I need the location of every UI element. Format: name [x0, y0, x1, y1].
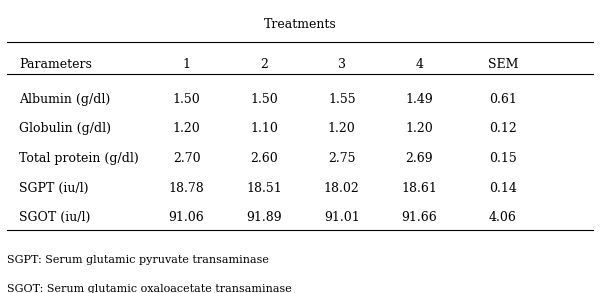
- Text: 91.66: 91.66: [401, 212, 437, 224]
- Text: Total protein (g/dl): Total protein (g/dl): [19, 152, 139, 165]
- Text: 91.01: 91.01: [324, 212, 359, 224]
- Text: 1.10: 1.10: [250, 122, 278, 135]
- Text: Globulin (g/dl): Globulin (g/dl): [19, 122, 112, 135]
- Text: 0.15: 0.15: [489, 152, 517, 165]
- Text: 2: 2: [260, 58, 268, 71]
- Text: SEM: SEM: [488, 58, 518, 71]
- Text: 2.70: 2.70: [173, 152, 200, 165]
- Text: 1: 1: [182, 58, 191, 71]
- Text: 4.06: 4.06: [489, 212, 517, 224]
- Text: 1.49: 1.49: [406, 93, 433, 106]
- Text: SGOT: Serum glutamic oxaloacetate transaminase: SGOT: Serum glutamic oxaloacetate transa…: [7, 284, 292, 293]
- Text: 1.20: 1.20: [406, 122, 433, 135]
- Text: 0.61: 0.61: [489, 93, 517, 106]
- Text: 2.75: 2.75: [328, 152, 356, 165]
- Text: 1.20: 1.20: [328, 122, 356, 135]
- Text: 2.60: 2.60: [250, 152, 278, 165]
- Text: 1.20: 1.20: [173, 122, 200, 135]
- Text: 1.55: 1.55: [328, 93, 356, 106]
- Text: 4: 4: [415, 58, 424, 71]
- Text: 1.50: 1.50: [173, 93, 200, 106]
- Text: 18.51: 18.51: [246, 182, 282, 195]
- Text: 91.06: 91.06: [169, 212, 205, 224]
- Text: 1.50: 1.50: [250, 93, 278, 106]
- Text: SGPT: Serum glutamic pyruvate transaminase: SGPT: Serum glutamic pyruvate transamina…: [7, 255, 269, 265]
- Text: 91.89: 91.89: [247, 212, 282, 224]
- Text: 18.61: 18.61: [401, 182, 437, 195]
- Text: Albumin (g/dl): Albumin (g/dl): [19, 93, 110, 106]
- Text: Parameters: Parameters: [19, 58, 92, 71]
- Text: 3: 3: [338, 58, 346, 71]
- Text: SGOT (iu/l): SGOT (iu/l): [19, 212, 91, 224]
- Text: 2.69: 2.69: [406, 152, 433, 165]
- Text: 0.14: 0.14: [489, 182, 517, 195]
- Text: 18.02: 18.02: [324, 182, 359, 195]
- Text: SGPT (iu/l): SGPT (iu/l): [19, 182, 89, 195]
- Text: 18.78: 18.78: [169, 182, 205, 195]
- Text: 0.12: 0.12: [489, 122, 517, 135]
- Text: Treatments: Treatments: [263, 18, 337, 31]
